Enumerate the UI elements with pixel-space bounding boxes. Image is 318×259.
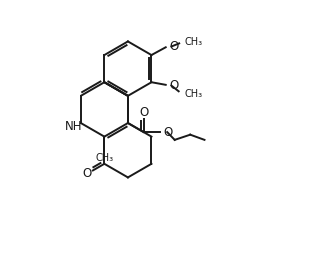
Text: CH₃: CH₃	[184, 89, 203, 99]
Text: CH₃: CH₃	[95, 153, 114, 163]
Text: O: O	[169, 40, 178, 53]
Text: O: O	[139, 106, 148, 119]
Text: O: O	[169, 79, 178, 92]
Text: O: O	[164, 126, 173, 139]
Text: CH₃: CH₃	[185, 37, 203, 47]
Text: NH: NH	[65, 120, 83, 133]
Text: O: O	[82, 167, 92, 180]
